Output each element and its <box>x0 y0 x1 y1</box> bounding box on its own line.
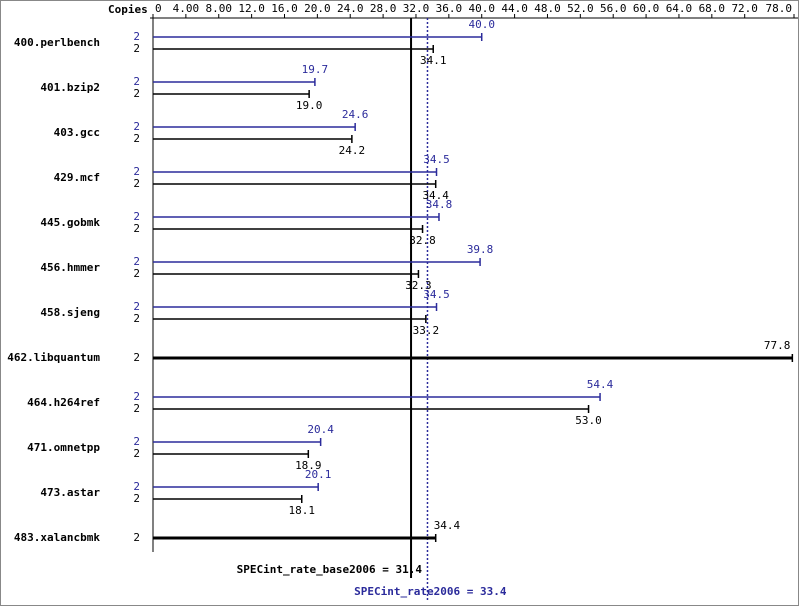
peak-ref-label: SPECint_rate2006 = 33.4 <box>354 585 507 598</box>
value-label: 32.3 <box>405 279 432 292</box>
benchmark-label: 400.perlbench <box>14 36 100 49</box>
benchmark-label: 473.astar <box>40 486 100 499</box>
value-label: 24.6 <box>342 108 369 121</box>
x-tick-label: 44.0 <box>501 2 528 15</box>
benchmark-label: 483.xalancbmk <box>14 531 100 544</box>
x-tick-label: 68.0 <box>699 2 726 15</box>
value-label: 32.8 <box>409 234 436 247</box>
x-tick-label: 20.0 <box>304 2 331 15</box>
value-label: 33.2 <box>413 324 440 337</box>
copies-label: 2 <box>133 75 140 88</box>
x-tick-label: 28.0 <box>370 2 397 15</box>
copies-label: 2 <box>133 492 140 505</box>
benchmark-label: 471.omnetpp <box>27 441 100 454</box>
value-label: 39.8 <box>467 243 494 256</box>
value-label: 77.8 <box>764 339 791 352</box>
value-label: 54.4 <box>587 378 614 391</box>
value-label: 20.4 <box>307 423 334 436</box>
copies-label: 2 <box>133 87 140 100</box>
x-tick-label: 52.0 <box>567 2 594 15</box>
value-label: 34.4 <box>434 519 461 532</box>
x-tick-label: 0 <box>155 2 162 15</box>
copies-label: 2 <box>133 447 140 460</box>
copies-label: 2 <box>133 30 140 43</box>
copies-label: 2 <box>133 267 140 280</box>
copies-label: 2 <box>133 42 140 55</box>
copies-label: 2 <box>133 390 140 403</box>
value-label: 34.5 <box>423 153 450 166</box>
x-tick-label: 16.0 <box>271 2 298 15</box>
value-label: 53.0 <box>575 414 602 427</box>
x-tick-label: 40.0 <box>468 2 495 15</box>
value-label: 24.2 <box>339 144 366 157</box>
x-tick-label: 64.0 <box>666 2 693 15</box>
x-tick-label: 48.0 <box>534 2 561 15</box>
x-tick-label: 60.0 <box>633 2 660 15</box>
copies-label: 2 <box>133 402 140 415</box>
copies-label: 2 <box>133 255 140 268</box>
value-label: 18.1 <box>288 504 315 517</box>
benchmark-label: 445.gobmk <box>40 216 100 229</box>
value-label: 34.1 <box>420 54 447 67</box>
copies-label: 2 <box>133 435 140 448</box>
x-tick-label: 8.00 <box>205 2 232 15</box>
benchmark-label: 429.mcf <box>54 171 100 184</box>
copies-label: 2 <box>133 120 140 133</box>
value-label: 19.0 <box>296 99 323 112</box>
benchmark-label: 462.libquantum <box>7 351 100 364</box>
copies-label: 2 <box>133 210 140 223</box>
value-label: 18.9 <box>295 459 322 472</box>
copies-header: Copies <box>108 3 148 16</box>
benchmark-label: 403.gcc <box>54 126 100 139</box>
copies-label: 2 <box>133 177 140 190</box>
x-tick-label: 24.0 <box>337 2 364 15</box>
value-label: 34.4 <box>422 189 449 202</box>
x-tick-label: 32.0 <box>403 2 430 15</box>
benchmark-label: 464.h264ref <box>27 396 100 409</box>
x-tick-label: 12.0 <box>238 2 265 15</box>
value-label: 20.1 <box>305 468 332 481</box>
benchmark-label: 458.sjeng <box>40 306 100 319</box>
x-tick-label: 72.0 <box>731 2 758 15</box>
copies-label: 2 <box>133 132 140 145</box>
copies-label: 2 <box>133 165 140 178</box>
benchmark-label: 401.bzip2 <box>40 81 100 94</box>
x-tick-label: 78.0 <box>766 2 793 15</box>
copies-label: 2 <box>133 351 140 364</box>
copies-label: 2 <box>133 480 140 493</box>
copies-label: 2 <box>133 531 140 544</box>
value-label: 40.0 <box>468 18 495 31</box>
value-label: 34.5 <box>423 288 450 301</box>
copies-label: 2 <box>133 300 140 313</box>
benchmark-label: 456.hmmer <box>40 261 100 274</box>
value-label: 19.7 <box>302 63 329 76</box>
base-ref-label: SPECint_rate_base2006 = 31.4 <box>237 563 423 576</box>
x-tick-label: 4.00 <box>173 2 200 15</box>
value-label: 34.8 <box>426 198 453 211</box>
copies-label: 2 <box>133 312 140 325</box>
x-tick-label: 36.0 <box>436 2 463 15</box>
copies-label: 2 <box>133 222 140 235</box>
x-tick-label: 56.0 <box>600 2 627 15</box>
